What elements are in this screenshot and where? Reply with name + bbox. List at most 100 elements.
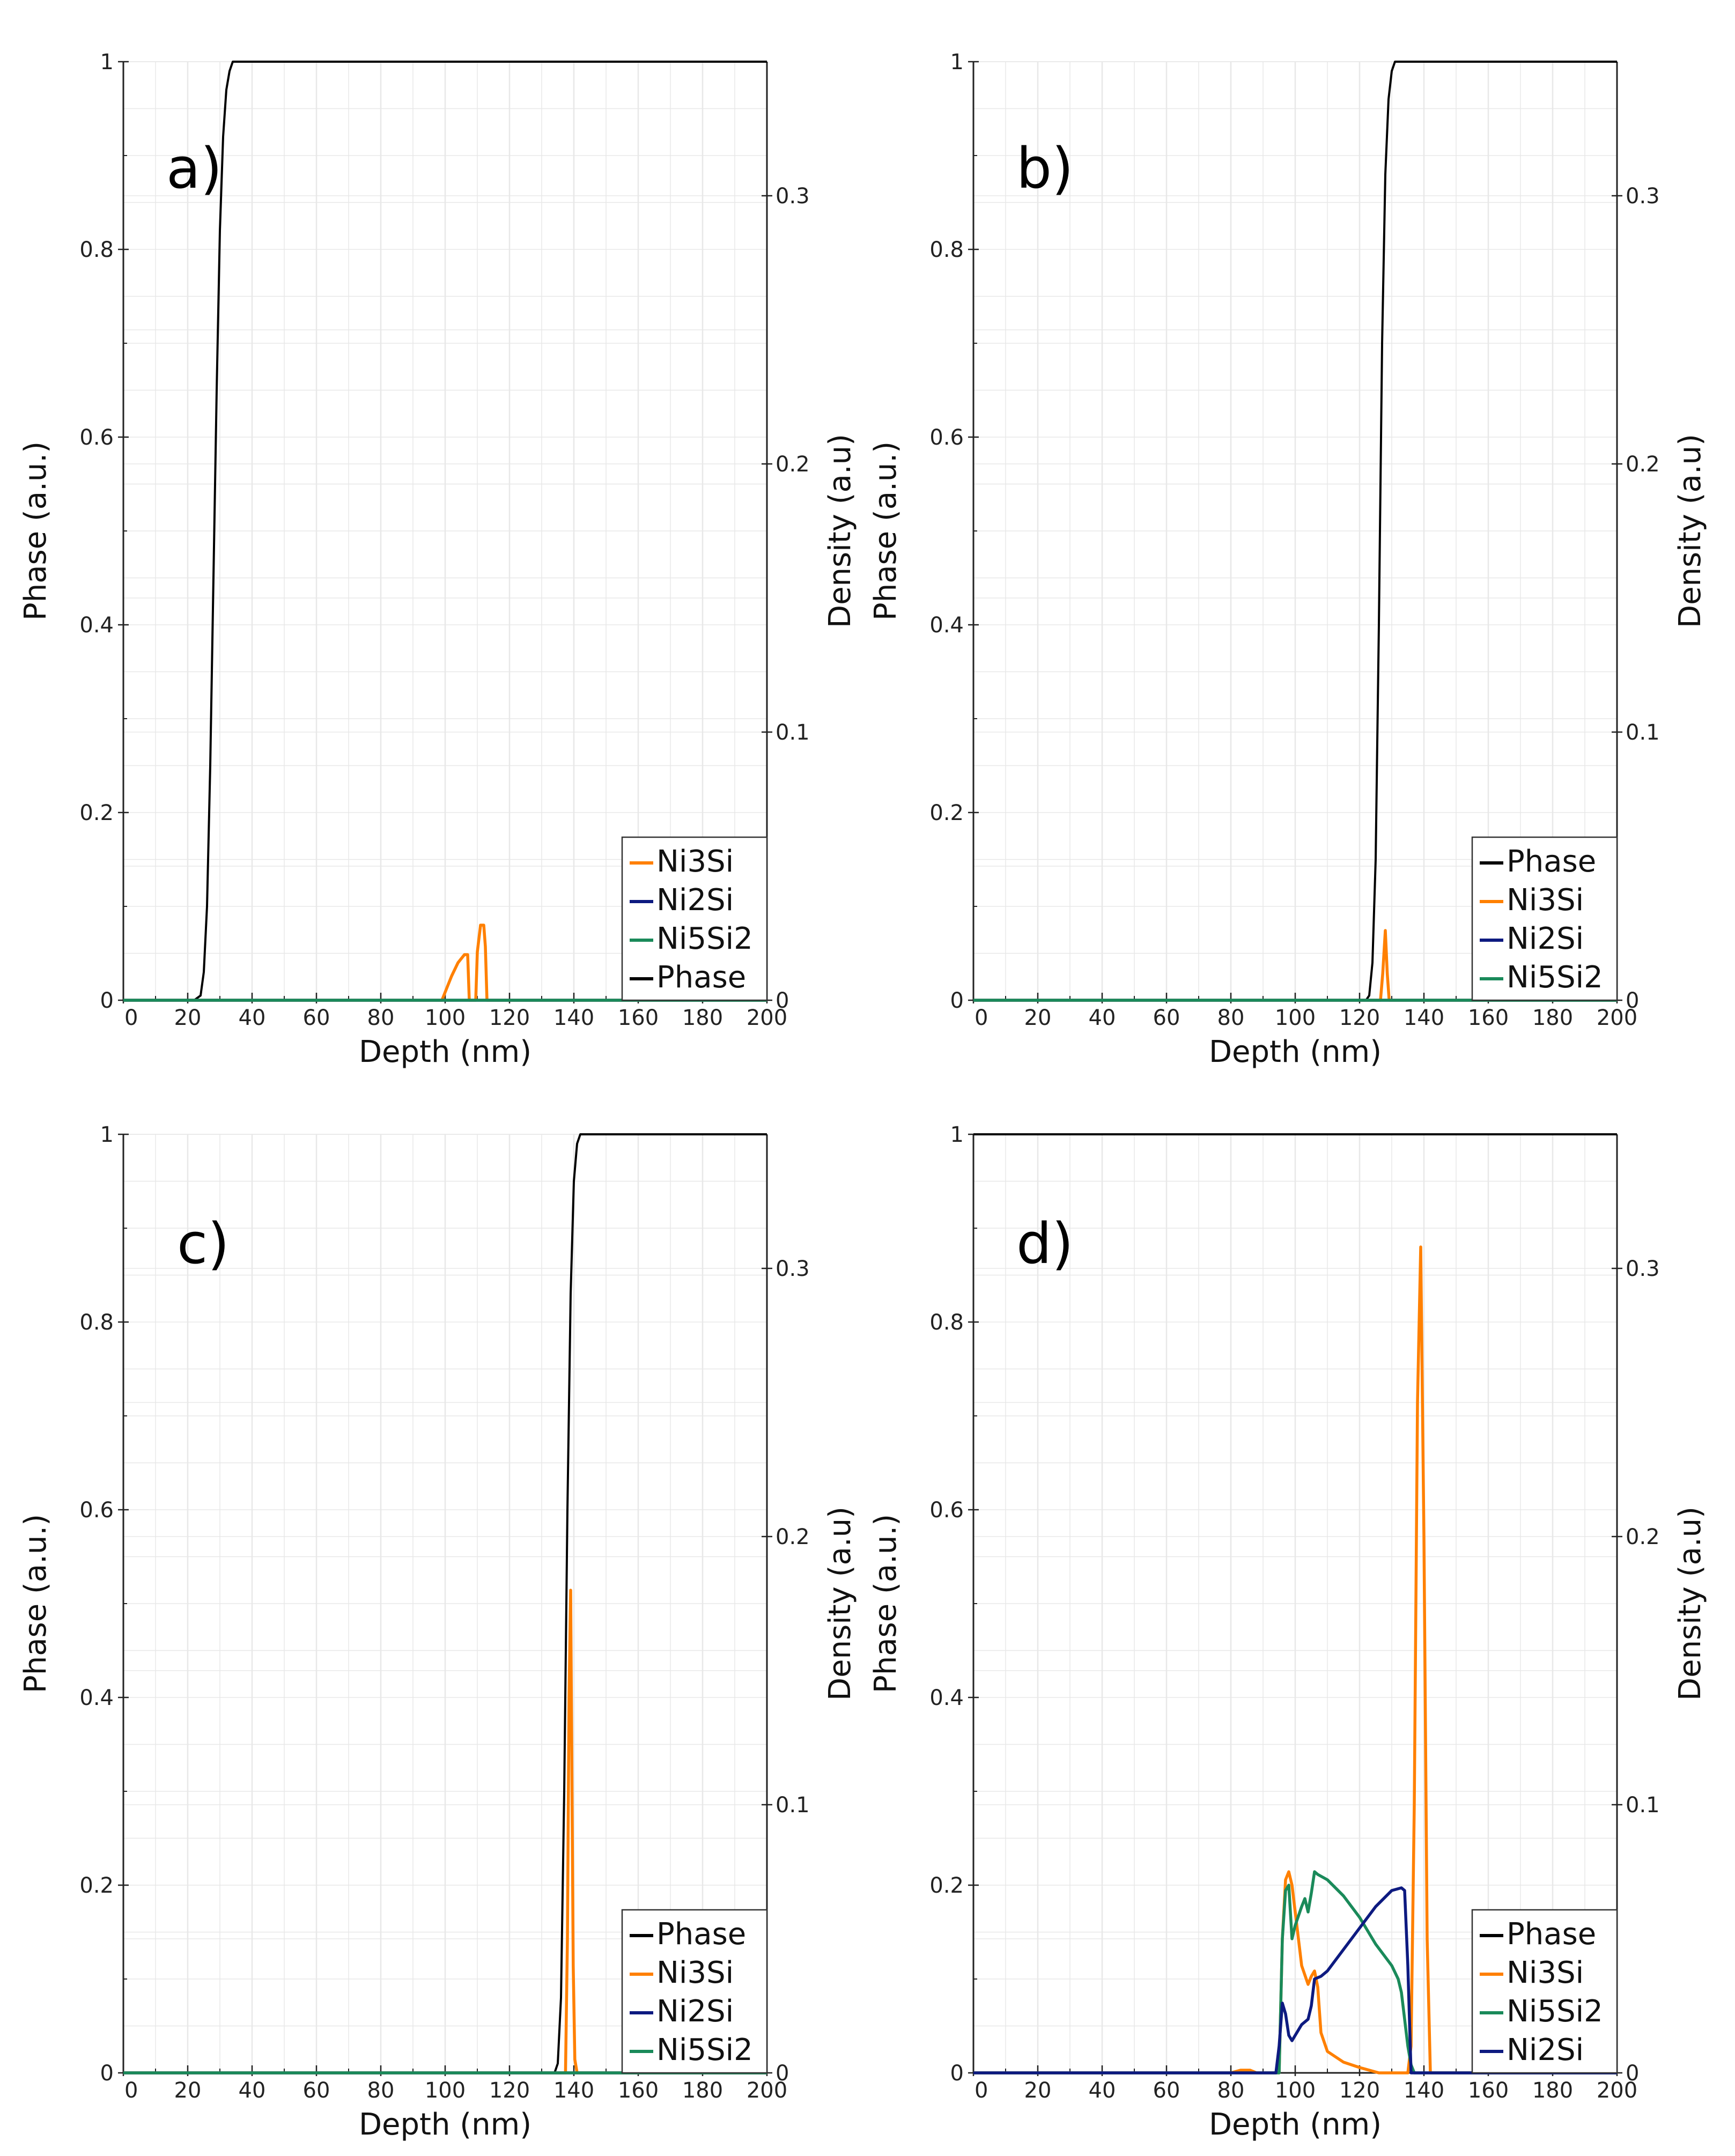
x-tick-label: 100 bbox=[425, 1006, 466, 1030]
chart-panel-4: 0 20 40 60 80 100 120 140 160 180 20000.20.40.60.8… bbox=[868, 1123, 1708, 2142]
y2-tick-label: 0.2 bbox=[776, 452, 810, 477]
x-tick-label: 60 bbox=[303, 2078, 330, 2103]
x-tick-label: 120 bbox=[489, 1006, 530, 1030]
legend-label: Phase bbox=[1507, 1917, 1596, 1952]
y-tick-label: 1 bbox=[100, 50, 114, 75]
x-tick-label: 100 bbox=[1275, 2078, 1316, 2103]
chart-panel-2: 0 20 40 60 80 100 120 140 160 180 20000.20.40.60.8… bbox=[868, 50, 1708, 1069]
y-tick-label: 0.8 bbox=[79, 1310, 114, 1335]
x-tick-label: 20 bbox=[1024, 1006, 1052, 1030]
legend-label: Ni2Si bbox=[1507, 2033, 1584, 2068]
y2-axis-title: Density (a.u) bbox=[1673, 434, 1708, 628]
y-tick-label: 0.8 bbox=[929, 238, 964, 262]
x-tick-label: 80 bbox=[367, 2078, 395, 2103]
y-tick-label: 0.2 bbox=[929, 1873, 964, 1898]
legend-label: Ni5Si2 bbox=[1507, 960, 1603, 995]
x-tick-label: 20 bbox=[1024, 2078, 1052, 2103]
x-tick-label: 200 bbox=[1597, 2078, 1637, 2103]
y2-tick-label: 0.3 bbox=[776, 184, 810, 209]
y-tick-label: 0.4 bbox=[929, 1686, 964, 1710]
x-tick-label: 200 bbox=[747, 2078, 787, 2103]
y-axis-title: Phase (a.u.) bbox=[868, 441, 903, 621]
series-line-phase bbox=[123, 1133, 767, 2074]
chart-panel-1: 0 20 40 60 80 100 120 140 160 180 20000.20.40.60.8… bbox=[18, 50, 858, 1069]
x-tick-label: 120 bbox=[489, 2078, 530, 2103]
y2-tick-label: 0.1 bbox=[1626, 720, 1660, 745]
y-tick-label: 0 bbox=[100, 988, 114, 1013]
y2-tick-label: 0.3 bbox=[1626, 1257, 1660, 1281]
x-tick-label: 60 bbox=[303, 1006, 330, 1030]
y-tick-label: 0.8 bbox=[79, 238, 114, 262]
y-tick-label: 0.6 bbox=[929, 1498, 964, 1523]
legend-label: Ni5Si2 bbox=[656, 2033, 753, 2068]
y2-axis-title: Density (a.u) bbox=[823, 1507, 858, 1701]
x-tick-label: 60 bbox=[1153, 2078, 1180, 2103]
panel-label: b) bbox=[1016, 136, 1074, 201]
y-tick-label: 0.4 bbox=[79, 1686, 114, 1710]
x-axis-title: Depth (nm) bbox=[1209, 1035, 1382, 1069]
x-tick-label: 160 bbox=[618, 2078, 659, 2103]
x-tick-label: 80 bbox=[367, 1006, 395, 1030]
legend-label: Phase bbox=[656, 1917, 746, 1952]
y-tick-label: 1 bbox=[950, 50, 964, 75]
y2-tick-label: 0 bbox=[1626, 2061, 1639, 2086]
x-axis-title: Depth (nm) bbox=[359, 2107, 531, 2142]
x-tick-label: 200 bbox=[1597, 1006, 1637, 1030]
y2-tick-label: 0 bbox=[776, 2061, 789, 2086]
x-axis-title: Depth (nm) bbox=[1209, 2107, 1382, 2142]
y-tick-label: 0.2 bbox=[79, 1873, 114, 1898]
legend-label: Ni3Si bbox=[1507, 1955, 1584, 1990]
x-tick-label: 160 bbox=[1468, 1006, 1509, 1030]
x-tick-label: 80 bbox=[1217, 2078, 1245, 2103]
legend-label: Ni5Si2 bbox=[656, 921, 753, 956]
y-tick-label: 0.6 bbox=[79, 1498, 114, 1523]
x-tick-label: 20 bbox=[174, 1006, 202, 1030]
y2-tick-label: 0.2 bbox=[1626, 452, 1660, 477]
x-tick-label: 0 bbox=[974, 2078, 988, 2103]
y-tick-label: 0.4 bbox=[79, 613, 114, 638]
y2-tick-label: 0.1 bbox=[776, 1793, 810, 1818]
x-tick-label: 20 bbox=[174, 2078, 202, 2103]
x-tick-label: 100 bbox=[1275, 1006, 1316, 1030]
x-tick-label: 0 bbox=[124, 2078, 138, 2103]
y-tick-label: 1 bbox=[100, 1123, 114, 1147]
y2-tick-label: 0 bbox=[1626, 988, 1639, 1013]
panel-label: a) bbox=[166, 136, 222, 201]
x-tick-label: 0 bbox=[124, 1006, 138, 1030]
y2-tick-label: 0.1 bbox=[776, 720, 810, 745]
x-tick-label: 140 bbox=[553, 1006, 594, 1030]
y2-axis-title: Density (a.u) bbox=[823, 434, 858, 628]
legend-label: Phase bbox=[1507, 844, 1596, 879]
y2-tick-label: 0.3 bbox=[1626, 184, 1660, 209]
x-tick-label: 200 bbox=[747, 1006, 787, 1030]
y-tick-label: 1 bbox=[950, 1123, 964, 1147]
legend-label: Phase bbox=[656, 960, 746, 995]
legend-label: Ni2Si bbox=[656, 883, 734, 918]
x-tick-label: 40 bbox=[239, 2078, 266, 2103]
y2-tick-label: 0.1 bbox=[1626, 1793, 1660, 1818]
y-axis-title: Phase (a.u.) bbox=[18, 441, 53, 621]
chart-panel-3: 0 20 40 60 80 100 120 140 160 180 20000.20.40.60.8… bbox=[18, 1123, 858, 2142]
x-tick-label: 180 bbox=[682, 1006, 723, 1030]
x-tick-label: 80 bbox=[1217, 1006, 1245, 1030]
y-tick-label: 0.4 bbox=[929, 613, 964, 638]
legend-label: Ni5Si2 bbox=[1507, 1994, 1603, 2029]
legend-label: Ni3Si bbox=[656, 1955, 734, 1990]
x-tick-label: 120 bbox=[1339, 1006, 1380, 1030]
legend-label: Ni2Si bbox=[656, 1994, 734, 2029]
series-line-phase bbox=[123, 61, 767, 1001]
y2-tick-label: 0 bbox=[776, 988, 789, 1013]
y-tick-label: 0.6 bbox=[929, 425, 964, 450]
y-tick-label: 0.2 bbox=[929, 801, 964, 825]
y-tick-label: 0 bbox=[100, 2061, 114, 2086]
legend-label: Ni3Si bbox=[656, 844, 734, 879]
panel-label: c) bbox=[177, 1211, 230, 1276]
y-tick-label: 0.6 bbox=[79, 425, 114, 450]
y2-tick-label: 0.3 bbox=[776, 1257, 810, 1281]
x-tick-label: 140 bbox=[1404, 1006, 1444, 1030]
series-line-ni3si bbox=[123, 1589, 767, 2074]
y-tick-label: 0.2 bbox=[79, 801, 114, 825]
